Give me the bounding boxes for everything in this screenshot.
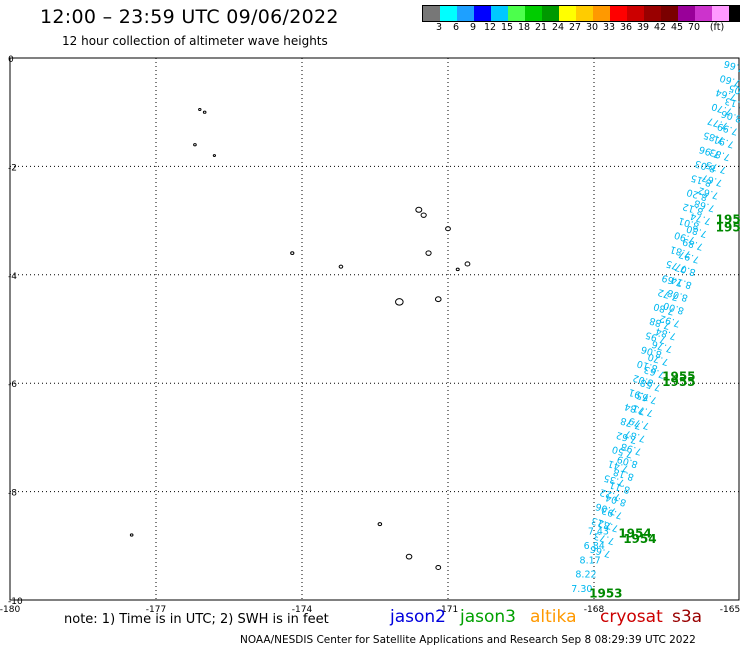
island-outline [425, 250, 432, 256]
legend-item-cryosat: cryosat [600, 607, 663, 627]
color-scale-label: 30 [585, 22, 599, 33]
color-swatch [695, 6, 712, 21]
legend-item-s3a: s3a [672, 607, 703, 627]
island-outline [405, 553, 413, 560]
color-scale-label: 45 [670, 22, 684, 33]
color-scale-label: 27 [568, 22, 582, 33]
swh-value-label: 7.30 [571, 584, 592, 595]
swh-value-label: 8.05 [728, 82, 740, 99]
island-outline [129, 533, 134, 537]
x-tick-label: -177 [146, 605, 166, 615]
island-outline [193, 143, 197, 147]
swh-value-label: 8.13 [724, 95, 740, 112]
color-scale-label: 42 [653, 22, 667, 33]
color-swatch [542, 6, 559, 21]
color-scale-bar [422, 5, 740, 22]
color-scale-label: 21 [534, 22, 548, 33]
y-tick-label: -2 [8, 163, 17, 173]
pass-time-label: 1955 [662, 375, 695, 389]
pass-time-label: 195 [716, 212, 740, 226]
swh-value-label: 6.84 [584, 541, 605, 552]
color-scale-label: (ft) [709, 22, 725, 33]
x-tick-label: -171 [438, 605, 458, 615]
color-swatch [559, 6, 576, 21]
color-scale-label: 6 [452, 22, 460, 33]
color-scale-label: 39 [636, 22, 650, 33]
color-scale-label: 36 [619, 22, 633, 33]
y-tick-label: -10 [8, 597, 23, 607]
color-swatch [729, 6, 740, 21]
color-swatch [525, 6, 542, 21]
pass-time-label: 1954 [618, 527, 651, 541]
color-swatch [644, 6, 661, 21]
chart-subtitle: 12 hour collection of altimeter wave hei… [62, 34, 328, 48]
color-swatch [627, 6, 644, 21]
color-swatch [457, 6, 474, 21]
pass-time-label: 1955 [662, 369, 695, 383]
color-scale-label: 24 [551, 22, 565, 33]
island-outline [202, 110, 207, 114]
color-scale-label: 12 [483, 22, 497, 33]
y-tick-label: 0 [8, 55, 14, 65]
units-note: note: 1) Time is in UTC; 2) SWH is in fe… [64, 612, 329, 627]
swh-value-label: 7.66 [723, 58, 740, 74]
island-outline [464, 261, 471, 267]
color-scale-label: 70 [687, 22, 701, 33]
swh-value-label: 8.22 [575, 570, 596, 581]
color-swatch [712, 6, 729, 21]
color-swatch [508, 6, 525, 21]
color-swatch [593, 6, 610, 21]
color-swatch [491, 6, 508, 21]
island-outline [338, 264, 344, 269]
x-tick-label: -165 [720, 605, 740, 615]
y-tick-label: -8 [8, 489, 17, 499]
swh-value-label: 7.60 [719, 72, 740, 88]
color-scale-label: 33 [602, 22, 616, 33]
island-outline [435, 564, 442, 571]
chart-title: 12:00 – 23:59 UTC 09/06/2022 [40, 6, 339, 28]
color-scale-label: 15 [500, 22, 514, 33]
island-outline [434, 296, 442, 303]
color-scale-label: 18 [517, 22, 531, 33]
x-tick-label: -180 [0, 605, 20, 615]
pass-time-label: 1956 [716, 220, 740, 234]
color-swatch [440, 6, 457, 21]
legend-item-jason2: jason2 [390, 607, 446, 627]
island-outline [395, 298, 404, 306]
x-tick-label: -168 [584, 605, 605, 615]
pass-time-label: 1954 [623, 532, 656, 546]
color-swatch [610, 6, 627, 21]
color-swatch [678, 6, 695, 21]
footer-credit: NOAA/NESDIS Center for Satellite Applica… [240, 634, 696, 646]
color-scale-labels: 3 6 9 12 15 18 21 24 27 30 33 36 39 42 45 70 (ft) [422, 22, 740, 36]
color-swatch [661, 6, 678, 21]
x-tick-label: -174 [292, 605, 313, 615]
swh-value-label: 8.06 [720, 107, 740, 124]
plot-frame [9, 57, 740, 601]
swh-value-label: 7.43 [588, 527, 609, 538]
swh-value-label: 8.17 [580, 555, 601, 566]
island-outline [420, 212, 427, 218]
color-scale-label: 9 [469, 22, 477, 33]
island-outline [415, 206, 423, 213]
island-outline [455, 267, 460, 272]
pass-time-label: 1953 [589, 586, 622, 600]
island-outline [377, 522, 383, 527]
legend-item-jason3: jason3 [460, 607, 516, 627]
island-outline [198, 107, 202, 112]
island-outline [290, 251, 295, 255]
island-outline [445, 226, 451, 232]
y-tick-label: -6 [8, 380, 17, 390]
legend-item-altika: altika [530, 607, 577, 627]
color-swatch [423, 6, 440, 21]
y-tick-label: -4 [8, 272, 17, 282]
color-scale-label: 3 [435, 22, 443, 33]
color-swatch [576, 6, 593, 21]
color-swatch [474, 6, 491, 21]
island-outline [212, 154, 216, 157]
